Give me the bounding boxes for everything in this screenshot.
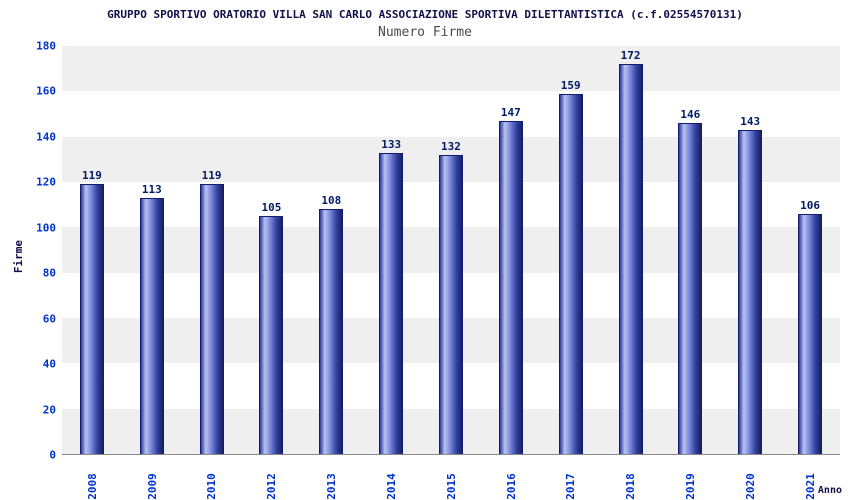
x-tick-cell: 2008 bbox=[62, 458, 122, 500]
x-tick-cell: 2019 bbox=[660, 458, 720, 500]
bar-slot: 147 bbox=[481, 46, 541, 454]
x-tick-label: 2017 bbox=[564, 473, 578, 500]
bar-value-label: 147 bbox=[500, 105, 521, 119]
bar-2012 bbox=[259, 216, 284, 454]
bar-value-label: 172 bbox=[620, 49, 641, 63]
bar-2016 bbox=[498, 120, 523, 454]
bar-value-label: 132 bbox=[441, 139, 461, 153]
y-axis-ticks: 180 160 140 120 100 80 60 40 20 0 bbox=[0, 40, 56, 462]
bar-slot: 119 bbox=[182, 46, 242, 454]
bar-value-label: 108 bbox=[321, 194, 342, 208]
x-tick-label: 2012 bbox=[264, 473, 278, 500]
bar-value-label: 133 bbox=[381, 137, 402, 151]
bar-value-label: 106 bbox=[800, 198, 820, 212]
bar-value-label: 159 bbox=[560, 78, 581, 92]
bar-slot: 133 bbox=[361, 46, 421, 454]
bar-2021 bbox=[798, 213, 823, 454]
x-axis-label: Anno bbox=[817, 485, 842, 496]
bar-2013 bbox=[319, 209, 344, 454]
bar-2019 bbox=[678, 123, 703, 454]
y-tick-label: 100 bbox=[36, 221, 56, 235]
bar-slot: 106 bbox=[780, 46, 840, 454]
x-tick-label: 2013 bbox=[324, 473, 338, 500]
y-tick-label: 180 bbox=[36, 39, 56, 53]
bar-slot: 146 bbox=[660, 46, 720, 454]
bars-container: 119 113 119 105 108 133 132 147 159 172 146 143 106 bbox=[62, 46, 840, 454]
bar-slot: 143 bbox=[720, 46, 780, 454]
x-tick-label: 2020 bbox=[743, 473, 757, 500]
x-tick-cell: 2020 bbox=[720, 458, 780, 500]
y-tick-label: 40 bbox=[42, 357, 56, 371]
bar-2010 bbox=[199, 184, 224, 454]
y-tick-label: 60 bbox=[42, 312, 56, 326]
x-tick-label: 2018 bbox=[624, 473, 638, 500]
x-tick-label: 2014 bbox=[384, 473, 398, 500]
bar-2008 bbox=[79, 184, 104, 454]
bar-value-label: 146 bbox=[680, 108, 701, 122]
bar-2015 bbox=[438, 154, 463, 454]
bar-slot: 105 bbox=[242, 46, 302, 454]
bar-2009 bbox=[139, 197, 164, 454]
x-tick-cell: 2009 bbox=[122, 458, 182, 500]
x-tick-cell: 2018 bbox=[601, 458, 661, 500]
x-tick-cell: 2013 bbox=[301, 458, 361, 500]
bar-2020 bbox=[738, 129, 763, 454]
x-axis-ticks: 2008 2009 2010 2012 2013 2014 2015 2016 2017 2018… bbox=[62, 458, 840, 500]
x-tick-cell: 2014 bbox=[361, 458, 421, 500]
x-tick-label: 2019 bbox=[683, 473, 697, 500]
y-tick-label: 0 bbox=[49, 448, 56, 462]
x-tick-cell: 2010 bbox=[182, 458, 242, 500]
bar-2014 bbox=[379, 152, 404, 454]
y-tick-label: 80 bbox=[42, 266, 56, 280]
x-tick-label: 2010 bbox=[205, 473, 219, 500]
x-tick-label: 2016 bbox=[504, 473, 518, 500]
bar-2018 bbox=[618, 64, 643, 454]
x-tick-label: 2008 bbox=[85, 473, 99, 500]
y-tick-label: 120 bbox=[36, 175, 56, 189]
bar-value-label: 143 bbox=[740, 114, 761, 128]
bar-slot: 159 bbox=[541, 46, 601, 454]
bar-slot: 119 bbox=[62, 46, 122, 454]
chart-subtitle: Numero Firme bbox=[378, 25, 472, 40]
y-tick-label: 20 bbox=[42, 403, 56, 417]
x-tick-label: 2021 bbox=[803, 473, 817, 500]
x-tick-cell: 2017 bbox=[541, 458, 601, 500]
bar-value-label: 119 bbox=[81, 169, 102, 183]
y-tick-label: 160 bbox=[36, 84, 56, 98]
bar-slot: 172 bbox=[601, 46, 661, 454]
plot-area: 119 113 119 105 108 133 132 147 159 172 146 143 106 bbox=[62, 46, 840, 455]
bar-slot: 108 bbox=[301, 46, 361, 454]
x-tick-cell: 2016 bbox=[481, 458, 541, 500]
bar-value-label: 113 bbox=[141, 182, 162, 196]
bar-value-label: 105 bbox=[261, 201, 282, 214]
x-tick-cell: 2015 bbox=[421, 458, 481, 500]
x-tick-label: 2015 bbox=[444, 473, 458, 500]
x-tick-cell: 2012 bbox=[242, 458, 302, 500]
chart-title: GRUPPO SPORTIVO ORATORIO VILLA SAN CARLO… bbox=[107, 8, 743, 21]
bar-value-label: 119 bbox=[201, 169, 222, 183]
x-tick-label: 2009 bbox=[145, 473, 159, 500]
grid-band bbox=[62, 46, 840, 92]
bar-slot: 132 bbox=[421, 46, 481, 454]
bar-2017 bbox=[558, 93, 583, 454]
bar-slot: 113 bbox=[122, 46, 182, 454]
y-tick-label: 140 bbox=[36, 130, 56, 144]
